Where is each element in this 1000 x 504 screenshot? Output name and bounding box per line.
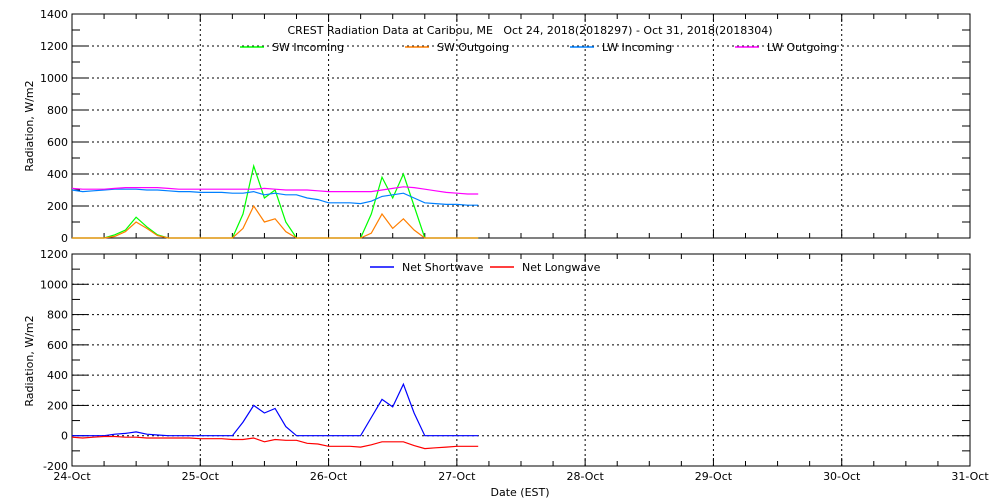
- legend-label: SW Outgoing: [437, 41, 509, 54]
- bottom-plot-frame: [71, 253, 971, 467]
- legend-label: LW Incoming: [602, 41, 672, 54]
- bottom-y-tick-label: 600: [47, 339, 68, 352]
- bottom-y-tick-label: 1000: [40, 278, 68, 291]
- series-line-sw-outgoing: [72, 204, 479, 239]
- bottom-y-tick-label: -200: [43, 460, 68, 473]
- x-tick-label: 27-Oct: [438, 470, 476, 483]
- x-tick-label: 30-Oct: [823, 470, 861, 483]
- top-y-tick-label: 1000: [40, 72, 68, 85]
- series-line-net-shortwave: [72, 382, 479, 437]
- series-line-net-longwave: [71, 435, 479, 450]
- legend-label: Net Shortwave: [402, 261, 484, 274]
- x-tick-label: 28-Oct: [566, 470, 604, 483]
- top-y-tick-label: 200: [47, 200, 68, 213]
- bottom-y-axis-label: Radiation, W/m2: [23, 315, 36, 406]
- bottom-y-tick-label: 1200: [40, 248, 68, 261]
- x-axis-label: Date (EST): [490, 486, 549, 499]
- series-line-sw-incoming: [72, 163, 479, 239]
- top-y-tick-label: 1400: [40, 8, 68, 21]
- top-y-tick-label: 800: [47, 104, 68, 117]
- x-tick-label: 31-Oct: [951, 470, 989, 483]
- x-tick-label: 24-Oct: [53, 470, 91, 483]
- x-tick-label: 29-Oct: [695, 470, 733, 483]
- top-y-tick-label: 600: [47, 136, 68, 149]
- bottom-y-tick-label: 0: [61, 430, 68, 443]
- top-y-tick-label: 400: [47, 168, 68, 181]
- chart-title: CREST Radiation Data at Caribou, ME Oct …: [288, 24, 773, 37]
- top-y-tick-label: 1200: [40, 40, 68, 53]
- series-line-lw-outgoing: [71, 186, 479, 195]
- legend-label: SW Incoming: [272, 41, 344, 54]
- top-y-tick-label: 0: [61, 232, 68, 245]
- bottom-y-tick-label: 800: [47, 309, 68, 322]
- bottom-y-tick-label: 400: [47, 369, 68, 382]
- x-tick-label: 25-Oct: [182, 470, 220, 483]
- series-line-lw-incoming: [71, 188, 479, 206]
- bottom-y-tick-label: 200: [47, 399, 68, 412]
- legend-label: Net Longwave: [522, 261, 601, 274]
- top-y-axis-label: Radiation, W/m2: [23, 80, 36, 171]
- legend-label: LW Outgoing: [767, 41, 837, 54]
- x-tick-label: 26-Oct: [310, 470, 348, 483]
